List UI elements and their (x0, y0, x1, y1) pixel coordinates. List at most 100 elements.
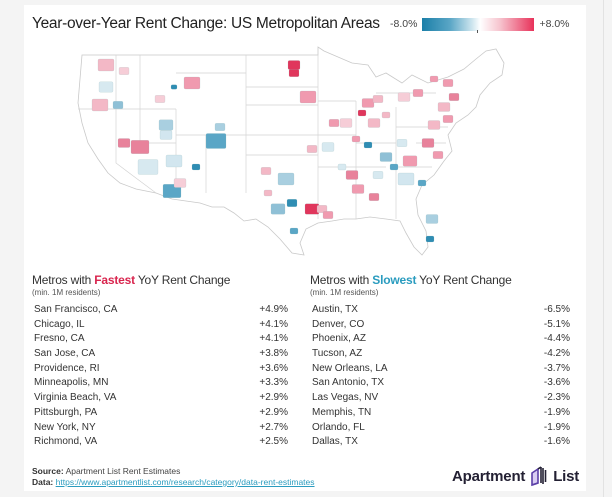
metro-area (98, 81, 114, 93)
table-row: Chicago, IL +4.1% (32, 319, 290, 334)
metro-area (337, 163, 347, 171)
chart-title: Year-over-Year Rent Change: US Metropoli… (32, 15, 380, 32)
metro-area (205, 133, 227, 149)
legend-min-label: -8.0% (390, 18, 418, 30)
data-link[interactable]: https://www.apartmentlist.com/research/c… (55, 477, 315, 487)
rent-change-value: -1.9% (543, 406, 570, 418)
metro-name: New Orleans, LA (312, 362, 388, 374)
heading-suffix: YoY Rent Change (416, 273, 512, 287)
logo-word-list: List (553, 467, 580, 485)
metro-area (191, 163, 201, 171)
table-row: San Antonio, TX -3.6% (310, 377, 572, 392)
metro-area (316, 205, 328, 213)
fastest-heading: Metros with Fastest YoY Rent Change (32, 273, 290, 287)
metro-area (372, 95, 384, 103)
table-row: San Jose, CA +3.8% (32, 348, 290, 363)
metro-name: Las Vegas, NV (312, 392, 379, 404)
metro-area (448, 93, 460, 101)
metro-area (263, 189, 273, 197)
metro-name: Chicago, IL (34, 318, 85, 330)
metro-name: New York, NY (34, 421, 96, 433)
metro-area (170, 84, 178, 90)
slowest-heading: Metros with Slowest YoY Rent Change (310, 273, 572, 287)
metro-area (363, 141, 373, 149)
table-row: Orlando, FL -1.9% (310, 422, 572, 437)
metro-name: Orlando, FL (312, 421, 365, 433)
source-text: Apartment List Rent Estimates (65, 466, 181, 476)
legend-zero-tick (477, 29, 479, 33)
metro-name: Fresno, CA (34, 333, 85, 345)
metro-area (425, 214, 439, 224)
metro-area (137, 159, 159, 175)
metro-area (289, 227, 299, 235)
metro-area (277, 172, 295, 186)
table-row: Memphis, TN -1.9% (310, 407, 572, 422)
building-icon (531, 466, 547, 487)
rent-change-value: +3.6% (259, 362, 288, 374)
metro-area (270, 203, 286, 215)
metro-area (429, 75, 439, 83)
metro-area (421, 138, 435, 148)
fastest-emphasis: Fastest (94, 273, 135, 287)
metro-area (118, 67, 130, 75)
metro-name: Tucson, AZ (312, 348, 363, 360)
metro-area (117, 138, 131, 148)
metro-area (306, 145, 318, 153)
rent-change-value: +4.1% (259, 318, 288, 330)
metro-name: Pittsburgh, PA (34, 406, 98, 418)
slowest-table: Metros with Slowest YoY Rent Change (min… (310, 273, 572, 451)
heading-prefix: Metros with (310, 273, 373, 287)
metro-area (351, 184, 365, 194)
rent-change-value: -3.6% (543, 377, 570, 389)
legend-max-label: +8.0% (539, 18, 570, 30)
metro-area (402, 155, 418, 167)
metro-area (159, 130, 173, 140)
rent-change-value: -5.1% (543, 318, 570, 330)
source-footer: Source: Apartment List Rent Estimates Da… (32, 466, 332, 488)
table-row: Las Vegas, NV -2.3% (310, 392, 572, 407)
apartment-list-logo[interactable]: Apartment List (452, 465, 579, 487)
metro-name: Phoenix, AZ (312, 333, 366, 345)
rent-change-value: -4.4% (543, 333, 570, 345)
metro-area (339, 118, 353, 128)
us-metro-map (77, 46, 505, 256)
metro-area (367, 118, 381, 128)
table-row: Austin, TX -6.5% (310, 304, 572, 319)
rent-change-value: +3.8% (259, 348, 288, 360)
color-legend: -8.0% +8.0% (390, 16, 570, 33)
table-row: Richmond, VA +2.5% (32, 436, 290, 451)
metro-name: San Jose, CA (34, 348, 96, 360)
fastest-note: (min. 1M residents) (32, 288, 101, 297)
metro-area (389, 163, 399, 171)
metro-area (173, 178, 187, 188)
table-row: Pittsburgh, PA +2.9% (32, 407, 290, 422)
legend-gradient-bar (422, 17, 535, 33)
metro-area (442, 115, 454, 123)
metro-area (379, 152, 393, 162)
metro-name: Virginia Beach, VA (34, 392, 117, 404)
slowest-note: (min. 1M residents) (310, 288, 379, 297)
rent-change-value: +4.1% (259, 333, 288, 345)
metro-area (432, 151, 444, 159)
metro-name: Providence, RI (34, 362, 100, 374)
metro-area (91, 98, 109, 112)
metro-name: Memphis, TN (312, 406, 372, 418)
data-label: Data: (32, 477, 54, 487)
table-row: Denver, CO -5.1% (310, 319, 572, 334)
metro-area (183, 76, 201, 90)
rent-change-value: +2.9% (259, 392, 288, 404)
metro-area (381, 111, 391, 119)
metro-area (287, 60, 301, 70)
metro-area (97, 58, 115, 72)
slowest-emphasis: Slowest (372, 273, 417, 287)
metro-area (321, 142, 335, 152)
metro-area (288, 69, 300, 77)
metro-area (345, 170, 359, 180)
metro-name: Minneapolis, MN (34, 377, 109, 389)
metro-area (396, 139, 408, 147)
metro-area (417, 179, 427, 187)
chart-card: Year-over-Year Rent Change: US Metropoli… (24, 5, 586, 491)
page-scrollbar[interactable] (603, 0, 604, 497)
table-row: Providence, RI +3.6% (32, 363, 290, 378)
fastest-rows: San Francisco, CA +4.9% Chicago, IL +4.1% Fr… (32, 304, 290, 451)
